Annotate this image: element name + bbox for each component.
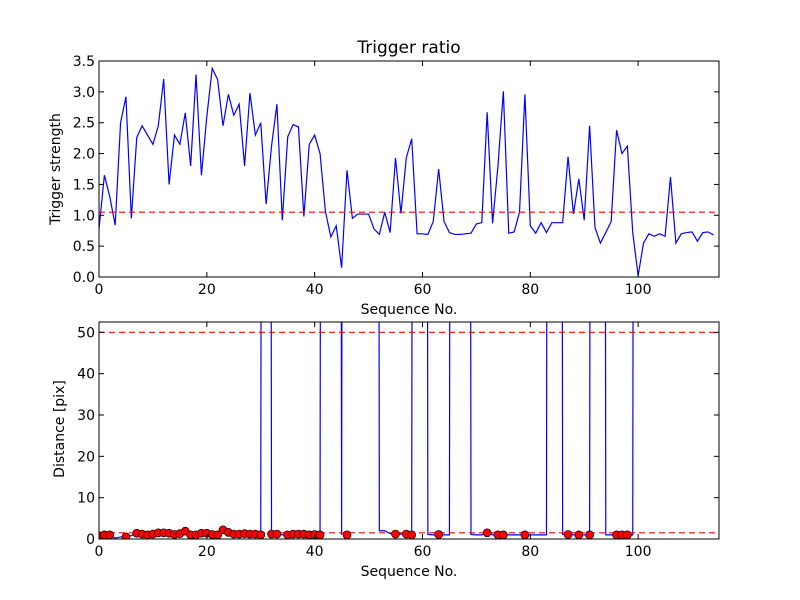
chart-title: Trigger ratio (356, 38, 460, 58)
x-tick-label-1: 20 (198, 544, 216, 560)
y-tick-label-2: 1.0 (73, 208, 95, 224)
distance-chart: Sequence No. Distance [pix] 0 20 40 60 80 100… (52, 321, 720, 580)
x-tick-label-3: 60 (414, 282, 432, 298)
x-tick-label-5: 100 (625, 544, 652, 560)
data-point-29 (272, 529, 282, 539)
x-tick-label-3: 60 (414, 544, 432, 560)
data-point-2 (105, 530, 115, 539)
y-tick-label-1: 10 (77, 491, 95, 507)
y-tick-label-0: 0 (86, 532, 95, 548)
y-axis-label: Distance [pix] (52, 380, 68, 478)
x-tick-label-1: 20 (198, 282, 216, 298)
y-tick-label-5: 50 (77, 325, 95, 341)
y-tick-label-1: 0.5 (73, 239, 95, 255)
x-tick-label-4: 80 (521, 282, 539, 298)
data-point-3 (121, 532, 131, 539)
x-tick-label-0: 0 (95, 282, 104, 298)
plot-area (99, 66, 719, 276)
plot-area (99, 322, 719, 539)
data-point-46 (563, 530, 573, 539)
data-point-41 (434, 530, 444, 539)
x-axis-label: Sequence No. (361, 302, 458, 318)
data-point-48 (585, 530, 594, 539)
data-point-45 (520, 530, 530, 539)
data-point-47 (574, 530, 584, 539)
trigger-ratio-chart: Trigger ratio Sequence No. Trigger stren… (48, 38, 720, 318)
x-tick-label-2: 40 (306, 544, 324, 560)
data-point-40 (407, 530, 417, 539)
y-tick-label-6: 3.0 (73, 85, 95, 101)
x-tick-label-4: 80 (521, 544, 539, 560)
data-line (99, 66, 714, 276)
data-point-38 (391, 529, 400, 539)
data-point-42 (482, 528, 492, 538)
plot-frame (98, 60, 720, 278)
data-point-37 (342, 530, 352, 539)
x-axis-label: Sequence No. (361, 564, 458, 580)
y-tick-label-3: 30 (77, 408, 95, 424)
y-tick-label-5: 2.5 (73, 116, 95, 132)
y-axis-label: Trigger strength (48, 113, 64, 226)
y-tick-label-2: 20 (77, 449, 95, 465)
y-tick-label-4: 2.0 (73, 147, 95, 163)
x-tick-label-5: 100 (625, 282, 652, 298)
y-tick-label-0: 0.0 (73, 270, 95, 286)
plot-frame (98, 321, 720, 540)
x-tick-label-0: 0 (95, 544, 104, 560)
data-point-27 (256, 530, 266, 539)
y-tick-label-7: 3.5 (73, 54, 95, 70)
data-point-51 (622, 530, 632, 539)
data-point-44 (498, 530, 508, 539)
data-point-36 (315, 530, 325, 539)
y-tick-label-4: 40 (77, 367, 95, 383)
x-tick-label-2: 40 (306, 282, 324, 298)
y-tick-label-3: 1.5 (73, 177, 95, 193)
